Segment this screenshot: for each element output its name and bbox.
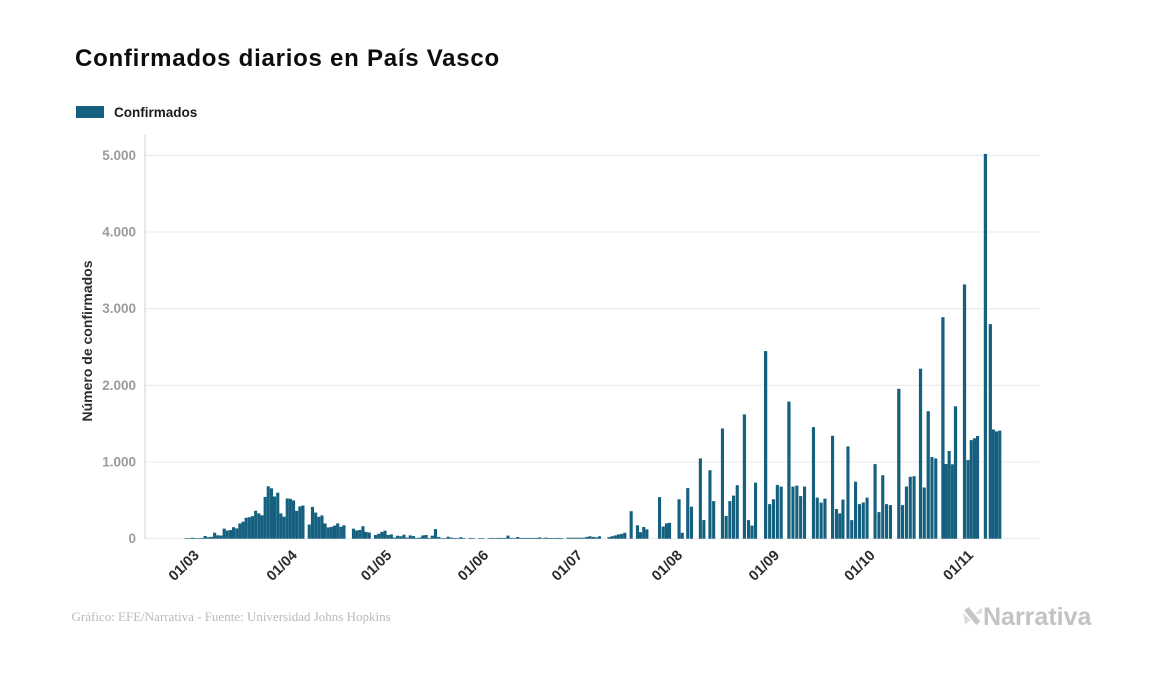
svg-text:2.000: 2.000 (102, 378, 136, 393)
svg-text:01/06: 01/06 (455, 548, 492, 585)
svg-text:01/10: 01/10 (842, 548, 879, 585)
svg-text:01/09: 01/09 (746, 548, 783, 585)
svg-text:01/04: 01/04 (264, 548, 301, 585)
svg-text:01/11: 01/11 (941, 548, 977, 584)
svg-text:01/07: 01/07 (549, 548, 586, 585)
svg-text:5.000: 5.000 (102, 148, 136, 163)
svg-text:0: 0 (128, 531, 136, 546)
svg-text:01/08: 01/08 (649, 548, 686, 585)
svg-text:01/03: 01/03 (166, 548, 203, 585)
svg-text:01/05: 01/05 (358, 548, 395, 585)
svg-text:1.000: 1.000 (102, 455, 136, 470)
svg-text:3.000: 3.000 (102, 301, 136, 316)
svg-text:4.000: 4.000 (102, 225, 136, 240)
